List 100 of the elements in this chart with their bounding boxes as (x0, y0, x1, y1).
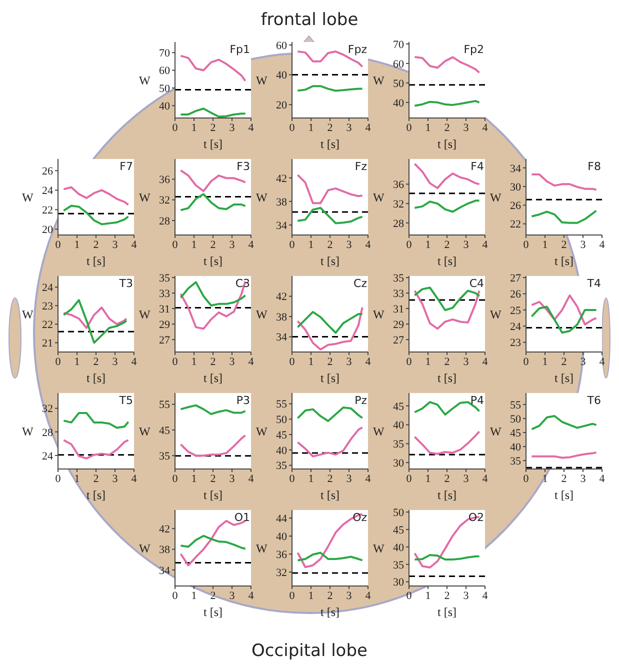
x-axis-title: t [s] (204, 488, 222, 502)
x-tick-label: 1 (308, 238, 314, 251)
x-tick-label: 0 (172, 590, 178, 602)
x-tick-label: 3 (346, 238, 352, 251)
y-tick-label: 24 (42, 185, 54, 198)
y-tick-label: 33 (393, 288, 404, 300)
y-tick-label: 60 (159, 65, 170, 78)
x-axis-title: t [s] (86, 371, 106, 385)
y-tick-label: 45 (159, 424, 170, 437)
x-axis-title: t [s] (86, 254, 106, 268)
x-axis-title: t [s] (320, 488, 340, 502)
x-tick-label: 3 (229, 122, 236, 134)
x-tick-label: 4 (599, 472, 606, 485)
y-tick-label: 31 (159, 303, 170, 316)
x-tick-label: 1 (308, 590, 314, 602)
x-tick-label: 2 (93, 356, 99, 368)
chart-title: T3 (119, 277, 133, 290)
y-tick-label: 23 (510, 337, 522, 350)
y-tick-label: 36 (159, 174, 170, 186)
x-tick-label: 1 (308, 122, 314, 134)
x-tick-label: 2 (444, 472, 450, 485)
text: Occipital lobe (250, 641, 368, 661)
chart-title: Pz (354, 394, 367, 407)
x-axis-title: t [s] (554, 371, 574, 385)
chart-title: Cz (354, 277, 367, 290)
y-tick-label: 42 (159, 524, 170, 536)
chart-title: C4 (469, 277, 484, 290)
x-axis-title: t [s] (438, 137, 456, 151)
y-tick-label: 38 (276, 311, 288, 324)
x-axis-title: t [s] (320, 605, 340, 619)
y-tick-label: 32 (42, 403, 53, 416)
y-tick-label: 30 (393, 576, 404, 589)
y-tick-label: 35 (159, 450, 170, 463)
y-tick-label: 70 (393, 38, 404, 51)
y-tick-label: 27 (393, 334, 404, 346)
x-tick-label: 4 (248, 238, 254, 251)
x-tick-label: 1 (308, 472, 314, 485)
y-tick-label: 20 (42, 224, 54, 236)
y-tick-label: 42 (276, 172, 287, 185)
x-tick-label: 4 (131, 356, 138, 368)
y-tick-label: 24 (510, 321, 522, 334)
x-tick-label: 2 (210, 590, 216, 602)
x-tick-label: 0 (406, 122, 412, 134)
x-tick-label: 3 (463, 590, 470, 602)
y-tick-label: 60 (393, 58, 404, 70)
y-tick-label: 50 (510, 413, 522, 426)
x-tick-label: 2 (210, 238, 216, 251)
x-tick-label: 0 (172, 238, 178, 251)
x-tick-label: 1 (74, 356, 80, 368)
y-tick-label: 24 (42, 282, 54, 294)
x-tick-label: 2 (210, 122, 216, 134)
x-tick-label: 0 (406, 238, 412, 251)
y-tick-label: 50 (393, 78, 404, 90)
x-tick-label: 2 (561, 472, 567, 485)
x-tick-label: 1 (425, 472, 431, 485)
y-axis-title: W (490, 424, 502, 438)
x-tick-label: 2 (561, 238, 567, 251)
x-tick-label: 1 (425, 590, 431, 602)
x-tick-label: 1 (542, 472, 548, 485)
x-tick-label: 2 (327, 238, 333, 251)
y-axis-title: W (373, 190, 385, 204)
x-tick-label: 1 (74, 472, 80, 485)
x-tick-label: 1 (191, 590, 197, 602)
y-tick-label: 25 (510, 304, 522, 317)
x-tick-label: 3 (463, 122, 470, 134)
x-tick-label: 3 (580, 472, 586, 485)
chart-title: T5 (119, 394, 133, 407)
y-tick-label: 24 (42, 450, 54, 462)
y-tick-label: 28 (393, 218, 404, 230)
y-axis-title: W (373, 424, 385, 438)
x-axis-title: t [s] (554, 488, 574, 502)
y-tick-label: 55 (510, 399, 522, 412)
x-tick-label: 0 (289, 356, 296, 368)
y-axis-title: W (256, 424, 268, 438)
y-tick-label: 34 (510, 162, 522, 175)
y-tick-label: 29 (393, 318, 404, 331)
y-tick-label: 21 (42, 338, 53, 350)
y-tick-label: 28 (159, 215, 170, 228)
y-tick-label: 36 (276, 548, 288, 561)
x-tick-label: 2 (444, 356, 450, 368)
x-tick-label: 2 (327, 356, 333, 368)
y-tick-label: 38 (276, 196, 288, 208)
x-tick-label: 4 (131, 472, 138, 485)
x-tick-label: 3 (463, 356, 470, 368)
x-tick-label: 1 (308, 356, 314, 368)
x-tick-label: 4 (482, 122, 488, 134)
y-tick-label: 40 (276, 70, 288, 82)
x-tick-label: 2 (210, 472, 216, 485)
y-tick-label: 50 (276, 414, 288, 426)
chart-title: F8 (588, 160, 601, 173)
y-tick-label: 27 (510, 272, 522, 285)
x-tick-label: 0 (406, 590, 412, 602)
x-axis-title: t [s] (438, 605, 456, 619)
x-tick-label: 1 (191, 122, 197, 134)
x-tick-label: 0 (172, 356, 178, 368)
x-tick-label: 1 (425, 122, 431, 134)
x-tick-label: 0 (172, 472, 178, 485)
x-axis-title: t [s] (320, 254, 340, 268)
y-tick-label: 30 (393, 457, 404, 470)
x-tick-label: 2 (444, 590, 450, 602)
